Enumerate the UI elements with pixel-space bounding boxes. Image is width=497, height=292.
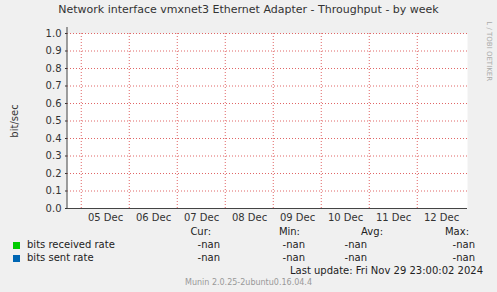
svg-text:09 Dec: 09 Dec [280, 212, 315, 223]
svg-text:0.2: 0.2 [46, 168, 62, 179]
svg-text:0.3: 0.3 [46, 150, 62, 161]
svg-text:05 Dec: 05 Dec [88, 212, 123, 223]
html-text:Cur:: Cur: [190, 226, 211, 237]
html-text:-nan: -nan [197, 239, 220, 250]
html-text:bits sent rate: bits sent rate [27, 252, 94, 263]
svg-text:0.7: 0.7 [46, 80, 62, 91]
html-text:-nan: -nan [282, 239, 305, 250]
html-text:-nan: -nan [282, 252, 305, 263]
html-text:-nan: -nan [197, 252, 220, 263]
svg-text:bit/sec: bit/sec [9, 104, 20, 137]
html-text:-nan: -nan [452, 252, 475, 263]
svg-text:0.9: 0.9 [46, 45, 62, 56]
svg-text:RRDTOOL / TOBI OETIKER: RRDTOOL / TOBI OETIKER [485, 22, 493, 81]
svg-text:0.1: 0.1 [46, 185, 62, 196]
svg-text:11 Dec: 11 Dec [376, 212, 411, 223]
html-text:Min:: Min: [278, 226, 300, 237]
svg-text:0.8: 0.8 [46, 63, 62, 74]
html-text:Max:: Max: [445, 226, 469, 237]
svg-text:1.0: 1.0 [46, 28, 62, 39]
svg-text:12 Dec: 12 Dec [424, 212, 459, 223]
html-text:Munin 2.0.25-2ubuntu0.16.04.4: Munin 2.0.25-2ubuntu0.16.04.4 [185, 278, 312, 287]
svg-text:0.0: 0.0 [46, 203, 62, 214]
svg-text:07 Dec: 07 Dec [184, 212, 219, 223]
svg-text:0.5: 0.5 [46, 115, 62, 126]
html-text:Avg:: Avg: [361, 226, 383, 237]
svg-text:08 Dec: 08 Dec [232, 212, 267, 223]
html-text:Last update: Fri Nov 29 23:00:: Last update: Fri Nov 29 23:00:02 2024 [290, 265, 483, 276]
html-text:-nan: -nan [452, 239, 475, 250]
svg-text:06 Dec: 06 Dec [136, 212, 171, 223]
html-text:bits received rate: bits received rate [27, 239, 115, 250]
html-text:Network interface vmxnet3 Ethe: Network interface vmxnet3 Ethernet Adapt… [58, 3, 439, 16]
html-text:-nan: -nan [344, 252, 367, 263]
svg-text:10 Dec: 10 Dec [328, 212, 363, 223]
svg-text:0.6: 0.6 [46, 98, 62, 109]
html-text:-nan: -nan [344, 239, 367, 250]
svg-text:0.4: 0.4 [46, 133, 62, 144]
